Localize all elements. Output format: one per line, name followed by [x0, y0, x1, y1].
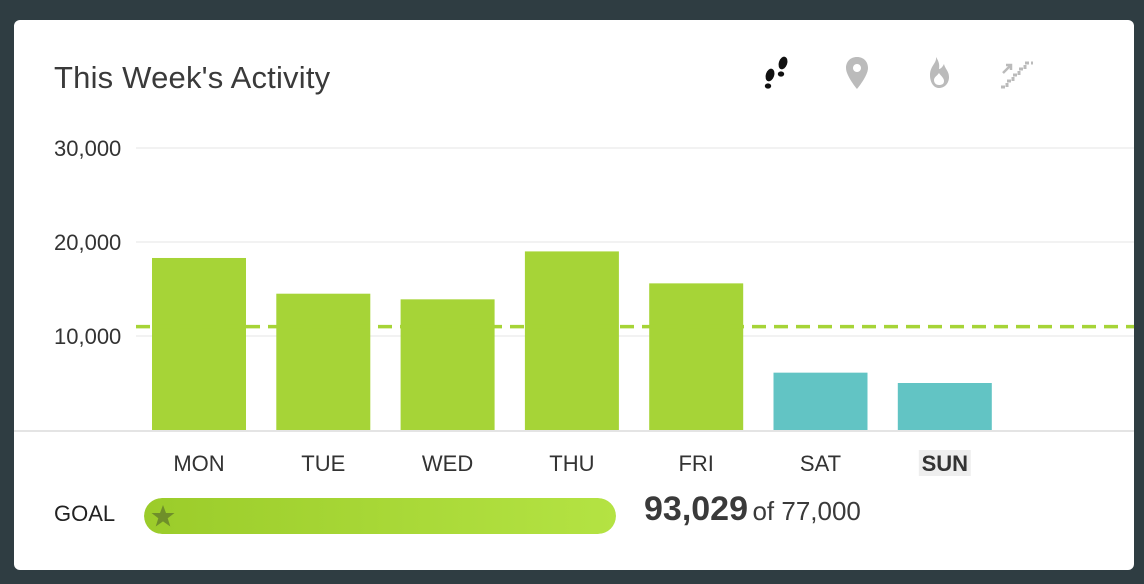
card-title: This Week's Activity [54, 60, 331, 95]
stairs-arrow-shape [1002, 63, 1013, 74]
bar-mon [152, 257, 246, 430]
footprints-icon [764, 56, 788, 89]
day-label-highlight [918, 450, 971, 476]
map-pin-shape [846, 57, 868, 89]
goal-total: 93,029 [644, 490, 748, 528]
bar-sat [773, 372, 868, 430]
tab-floors[interactable] [994, 50, 1040, 96]
footprints-icon-shape [764, 56, 788, 89]
star-icon [151, 505, 175, 527]
x-tick-label: THU [549, 451, 594, 476]
stairs-shape [1001, 61, 1033, 89]
tab-steps[interactable] [754, 50, 800, 96]
y-tick-label: 20,000 [54, 230, 121, 255]
map-pin-icon [846, 57, 868, 89]
tab-calories[interactable] [914, 50, 960, 96]
bar-sun [897, 383, 992, 430]
x-tick-label: TUE [301, 451, 345, 476]
y-tick-label: 10,000 [54, 324, 121, 349]
bar-wed [400, 299, 495, 430]
stairs-icon [1001, 61, 1033, 89]
metric-tabs [754, 50, 1040, 96]
goal-progress-bar [144, 498, 616, 534]
goal-progress-fill [144, 498, 616, 534]
star-shape [151, 505, 175, 527]
bar-tue [276, 293, 371, 430]
x-tick-label: FRI [678, 451, 713, 476]
bar-thu [524, 251, 619, 430]
x-tick-label: SAT [800, 451, 841, 476]
flame-shape [930, 57, 949, 88]
x-tick-label: MON [173, 451, 224, 476]
activity-card: This Week's Activity [14, 20, 1134, 570]
goal-summary: 93,029 of 77,000 [644, 490, 861, 529]
tab-distance[interactable] [834, 50, 880, 96]
goal-label: GOAL [54, 501, 116, 526]
y-tick-label: 30,000 [54, 136, 121, 161]
goal-target: of 77,000 [752, 496, 861, 526]
bar-fri [649, 283, 744, 430]
x-tick-label: WED [422, 451, 473, 476]
flame-icon [930, 57, 949, 88]
activity-bar-chart: 10,000 20,000 30,000 MON TUE WED THU FRI SAT SUN [14, 136, 1134, 476]
x-tick-label: SUN [922, 451, 968, 476]
